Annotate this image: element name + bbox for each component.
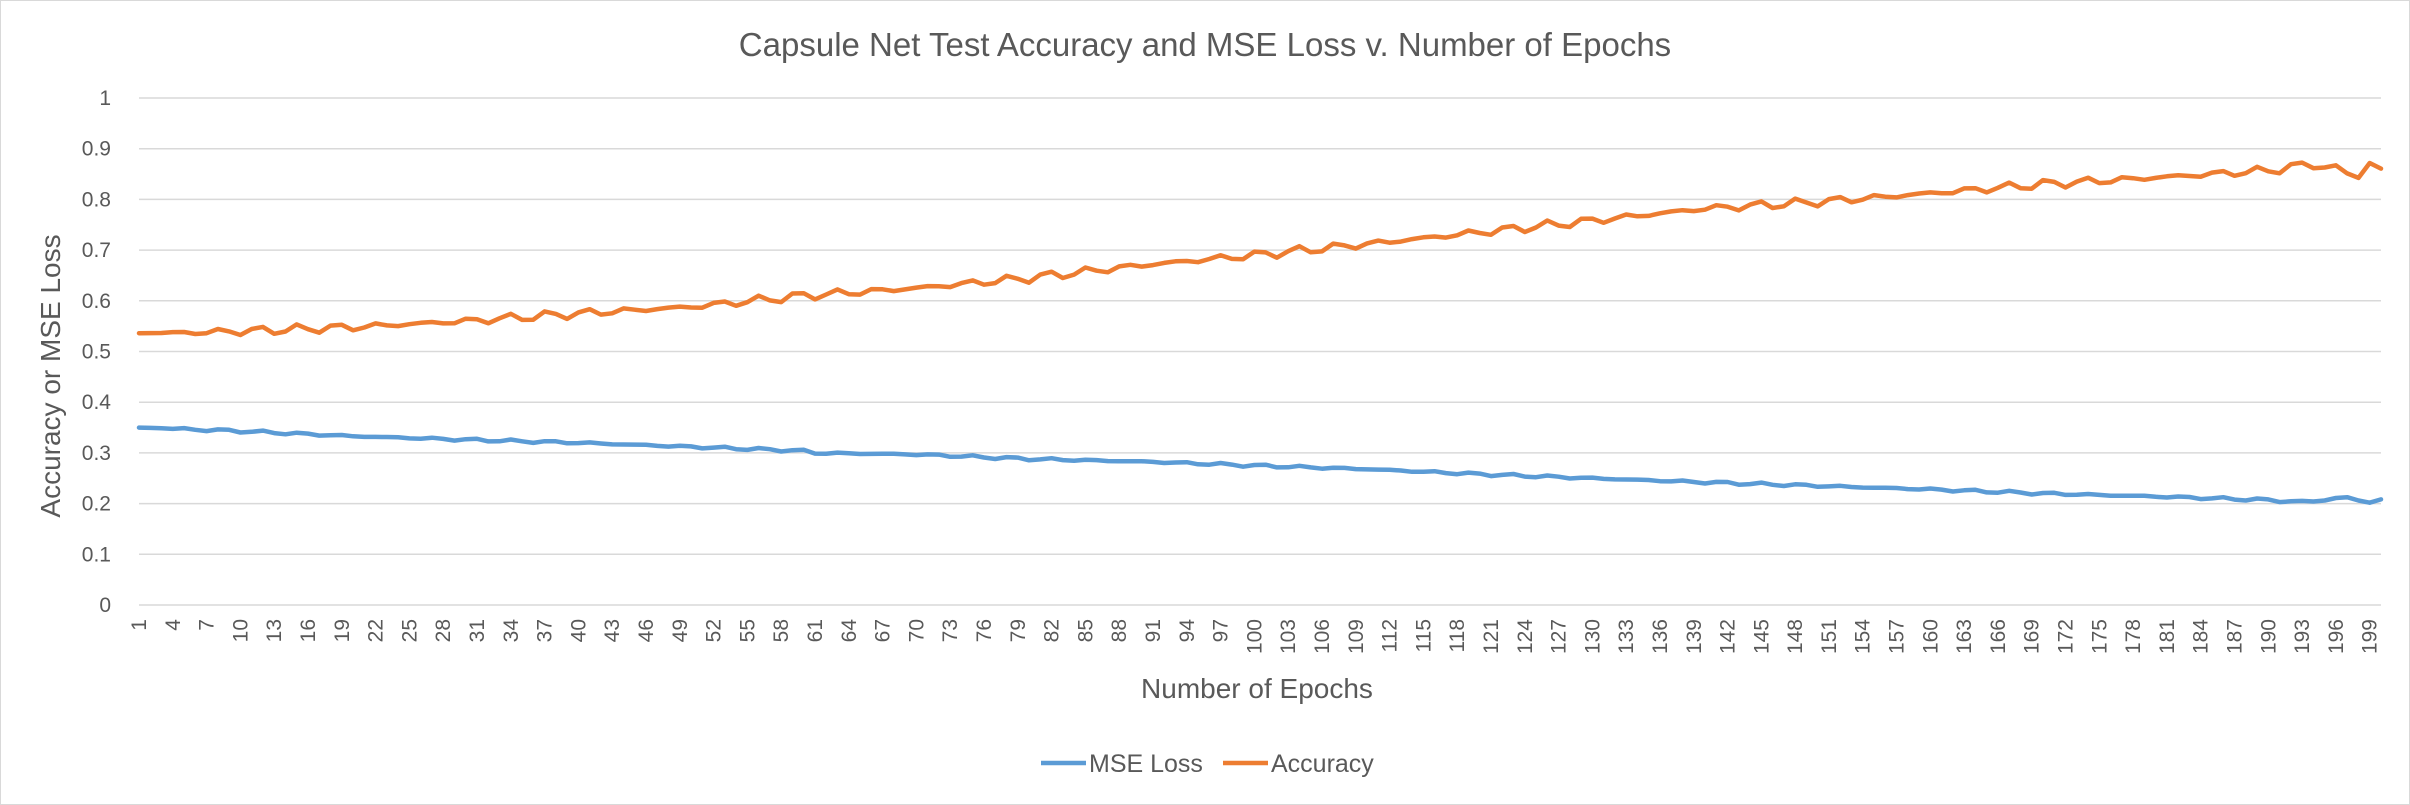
y-axis-ticks: 0 0.1 0.2 0.3 0.4 0.5 0.6 0.7 0.8 0.9 1 <box>82 87 112 617</box>
x-tick-label: 25 <box>398 619 421 642</box>
x-tick-label: 19 <box>331 619 354 642</box>
x-tick-label: 13 <box>263 619 286 642</box>
x-tick-label: 34 <box>500 619 523 643</box>
x-tick-label: 67 <box>872 619 895 642</box>
x-tick-label: 88 <box>1108 619 1131 642</box>
x-tick-label: 73 <box>939 619 962 642</box>
gridlines <box>139 97 2381 606</box>
x-tick-label: 112 <box>1379 619 1402 652</box>
x-tick-label: 49 <box>669 619 692 642</box>
x-tick-label: 7 <box>196 619 219 631</box>
chart-title: Capsule Net Test Accuracy and MSE Loss v… <box>739 26 1671 63</box>
x-tick-label: 163 <box>1953 619 1976 654</box>
x-tick-label: 79 <box>1007 619 1030 642</box>
x-tick-label: 43 <box>601 619 624 642</box>
y-tick-label: 0.2 <box>82 493 111 516</box>
x-tick-label: 4 <box>162 619 185 631</box>
x-tick-label: 169 <box>2021 619 2044 654</box>
legend-label: MSE Loss <box>1089 750 1203 778</box>
legend: MSE Loss Accuracy <box>1041 750 1374 778</box>
x-tick-label: 91 <box>1142 619 1165 642</box>
series-lines <box>136 160 2384 505</box>
y-tick-label: 1 <box>99 87 111 110</box>
x-tick-label: 190 <box>2257 619 2280 654</box>
x-tick-label: 70 <box>905 619 928 642</box>
x-tick-label: 124 <box>1514 619 1537 654</box>
x-tick-label: 55 <box>736 619 759 642</box>
x-tick-label: 31 <box>466 619 489 642</box>
y-tick-label: 0.1 <box>82 543 111 566</box>
x-tick-label: 82 <box>1041 619 1064 642</box>
y-tick-label: 0.7 <box>82 239 111 262</box>
x-tick-label: 148 <box>1784 619 1807 654</box>
x-tick-label: 94 <box>1176 619 1199 643</box>
y-tick-label: 0.5 <box>82 341 111 364</box>
x-tick-label: 16 <box>297 619 320 642</box>
x-tick-label: 52 <box>703 619 726 642</box>
x-tick-label: 97 <box>1210 619 1233 642</box>
y-axis-title: Accuracy or MSE Loss <box>35 234 66 517</box>
x-tick-label: 118 <box>1446 619 1469 652</box>
x-tick-label: 37 <box>534 619 557 642</box>
x-tick-label: 157 <box>1886 619 1909 654</box>
x-tick-label: 178 <box>2122 619 2145 654</box>
x-tick-label: 145 <box>1750 619 1773 654</box>
y-tick-label: 0.8 <box>82 188 111 211</box>
x-tick-label: 136 <box>1649 619 1672 654</box>
x-tick-label: 181 <box>2156 619 2179 654</box>
x-tick-label: 40 <box>567 619 590 642</box>
x-tick-label: 175 <box>2088 619 2111 654</box>
y-tick-label: 0 <box>99 594 111 617</box>
x-tick-label: 22 <box>365 619 388 642</box>
legend-label: Accuracy <box>1271 750 1374 778</box>
x-tick-label: 115 <box>1412 619 1435 652</box>
x-tick-label: 151 <box>1818 619 1841 654</box>
x-tick-label: 61 <box>804 619 827 642</box>
x-tick-label: 106 <box>1311 619 1334 654</box>
x-tick-label: 100 <box>1243 619 1266 654</box>
x-tick-label: 64 <box>838 619 861 643</box>
y-tick-label: 0.4 <box>82 391 112 414</box>
y-tick-label: 0.3 <box>82 442 111 465</box>
x-tick-label: 133 <box>1615 619 1638 654</box>
x-axis-ticks: 1 4 7 10 13 16 19 22 25 28 31 34 37 40 43 46 49 52 55 58 61 6… <box>128 619 2382 654</box>
x-tick-label: 199 <box>2359 619 2382 654</box>
x-tick-label: 187 <box>2224 619 2247 654</box>
x-tick-label: 121 <box>1480 619 1503 654</box>
x-tick-label: 142 <box>1717 619 1740 654</box>
x-tick-label: 46 <box>635 619 658 642</box>
x-tick-label: 184 <box>2190 619 2213 654</box>
x-axis-title: Number of Epochs <box>1141 673 1373 704</box>
x-tick-label: 196 <box>2325 619 2348 654</box>
x-tick-label: 76 <box>973 619 996 642</box>
x-tick-label: 172 <box>2055 619 2078 654</box>
x-tick-label: 139 <box>1683 619 1706 654</box>
series-line-mse-loss <box>136 425 2384 505</box>
x-tick-label: 109 <box>1345 619 1368 654</box>
x-tick-label: 127 <box>1548 619 1571 654</box>
x-tick-label: 58 <box>770 619 793 642</box>
x-tick-label: 166 <box>1987 619 2010 654</box>
x-tick-label: 1 <box>128 619 151 631</box>
y-tick-label: 0.6 <box>82 290 111 313</box>
y-tick-label: 0.9 <box>82 138 111 161</box>
x-tick-label: 85 <box>1074 619 1097 642</box>
x-tick-label: 28 <box>432 619 455 642</box>
x-tick-label: 193 <box>2291 619 2314 654</box>
x-tick-label: 160 <box>1919 619 1942 654</box>
x-tick-label: 103 <box>1277 619 1300 654</box>
series-line-accuracy <box>136 160 2384 338</box>
x-tick-label: 154 <box>1852 619 1875 654</box>
x-tick-label: 130 <box>1581 619 1604 654</box>
x-tick-label: 10 <box>229 619 252 642</box>
